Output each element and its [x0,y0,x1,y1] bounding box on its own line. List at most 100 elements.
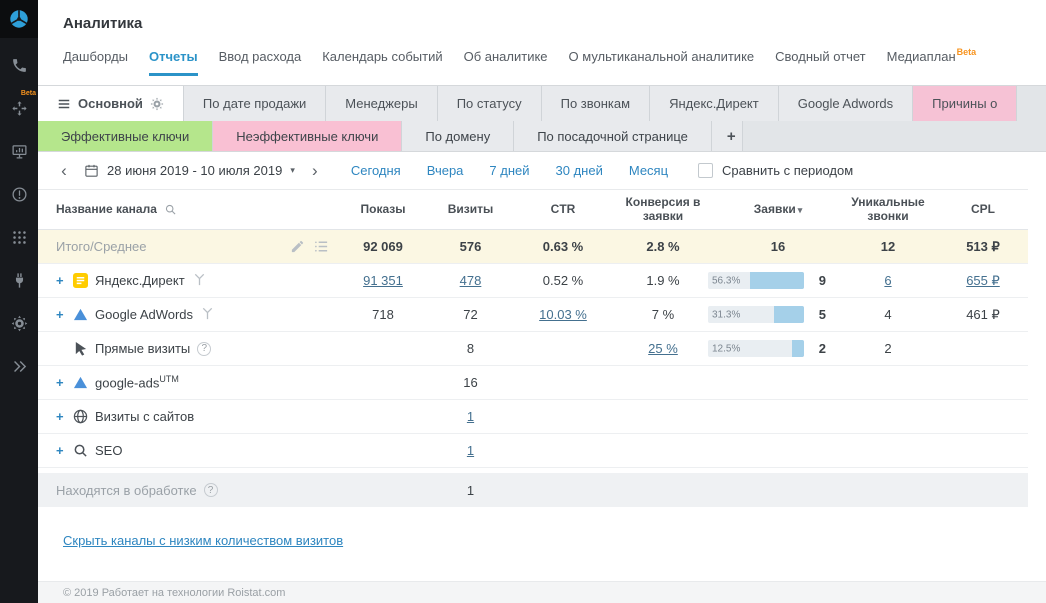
phone-icon[interactable] [0,44,38,87]
date-range-picker[interactable]: 28 июня 2019 - 10 июля 2019 ▾ [84,163,295,178]
channel-name[interactable]: google-adsUTM [95,374,179,390]
compare-checkbox[interactable] [698,163,714,178]
cpl-value[interactable]: 655 ₽ [938,273,1028,289]
expand-button[interactable]: + [56,443,64,458]
leads-value[interactable]: 9 [818,273,826,288]
shows-value[interactable]: 91 351 [343,273,423,288]
column-channel-name-label: Название канала [56,201,157,216]
column-visits[interactable]: Визиты [447,201,494,216]
tab-yandex-direct[interactable]: Яндекс.Директ [650,86,779,121]
column-cpl[interactable]: CPL [971,201,995,216]
preset-30-days[interactable]: 30 дней [555,163,603,178]
expand-sidebar-icon[interactable] [0,345,38,388]
conversion-value[interactable]: 25 % [608,341,718,356]
channel-name[interactable]: Яндекс.Директ [95,273,185,288]
column-shows[interactable]: Показы [360,201,406,216]
preset-yesterday[interactable]: Вчера [426,163,464,178]
channel-antenna-icon[interactable] [200,306,215,324]
table-row-processing: Находятся в обработке ? 1 [38,473,1028,507]
move-icon[interactable]: Beta [0,87,38,130]
add-tab-button[interactable]: + [711,121,743,151]
channel-name[interactable]: SEO [95,443,123,458]
visits-value[interactable]: 1 [423,409,518,424]
channel-name[interactable]: Прямые визиты [95,341,191,356]
column-channel-name[interactable]: Название канала [38,199,343,221]
edit-icon[interactable] [290,239,305,254]
visits-value: 8 [466,341,475,356]
tab-by-sale-date[interactable]: По дате продажи [183,86,327,121]
nav-summary-report[interactable]: Сводный отчет [775,49,866,64]
list-settings-icon[interactable] [314,239,329,254]
tab-google-adwords[interactable]: Google Adwords [778,86,914,121]
tab-main[interactable]: Основной [38,86,184,121]
channel-antenna-icon[interactable] [192,272,207,290]
preset-today[interactable]: Сегодня [350,163,401,178]
preset-month[interactable]: Месяц [628,163,669,178]
tab-by-domain[interactable]: По домену [402,121,515,151]
column-unique-calls[interactable]: Уникальные звонки [851,194,925,223]
tab-reasons[interactable]: Причины о [913,86,1018,121]
ctr-link[interactable]: 10.03 % [539,307,587,322]
leads-value[interactable]: 5 [818,307,826,322]
table-row-site-visits: + Визиты с сайтов 1 [38,400,1028,434]
column-ctr[interactable]: CTR [550,201,576,216]
leads-value[interactable]: 2 [818,341,826,356]
roistat-logo[interactable] [0,0,38,38]
help-icon[interactable]: ? [197,341,212,356]
alert-icon[interactable] [0,173,38,216]
visits-value[interactable]: 478 [423,273,518,288]
cpl-link[interactable]: 655 ₽ [966,272,1000,288]
apps-grid-icon[interactable] [0,216,38,259]
nav-multichannel-analytics[interactable]: О мультиканальной аналитике [568,49,755,64]
calls-link[interactable]: 6 [884,273,892,288]
beta-badge: Beta [956,47,977,57]
leads-share-fill [749,272,804,289]
visits-link[interactable]: 1 [466,443,475,458]
shows-link[interactable]: 91 351 [363,273,403,288]
calls-value[interactable]: 6 [838,273,938,288]
plug-icon[interactable] [0,259,38,302]
hide-low-visits-link[interactable]: Скрыть каналы с низким количеством визит… [63,533,344,548]
channel-name[interactable]: Google AdWords [95,307,194,322]
leads-cell: 31.3% 5 [708,306,838,323]
visits-value[interactable]: 1 [423,443,518,458]
preset-7-days[interactable]: 7 дней [489,163,530,178]
nav-reports[interactable]: Отчеты [149,49,198,76]
help-icon[interactable]: ? [203,483,218,497]
compare-period-control[interactable]: Сравнить с периодом [698,163,853,178]
ctr-value[interactable]: 10.03 % [518,307,608,322]
tab-managers[interactable]: Менеджеры [326,86,438,121]
tab-by-calls[interactable]: По звонкам [541,86,651,121]
expand-button[interactable]: + [56,374,64,390]
tab-by-landing-page[interactable]: По посадочной странице [514,121,712,151]
visits-value: 72 [463,307,478,322]
tab-ineffective-keys[interactable]: Неэффективные ключи [213,121,403,151]
nav-dashboards[interactable]: Дашборды [63,49,128,64]
tab-by-status[interactable]: По статусу [437,86,542,121]
column-conversion[interactable]: Конверсия в заявки [625,194,701,223]
presentation-icon[interactable] [0,130,38,173]
visits-value: 1 [466,482,475,498]
channel-name[interactable]: Визиты с сайтов [95,409,195,424]
visits-link[interactable]: 1 [466,409,475,424]
conversion-link[interactable]: 25 % [648,341,678,356]
table-row-google-adwords: + Google AdWords 718 72 10.03 % 7 % 31.3… [38,298,1028,332]
next-period-button[interactable]: › [312,160,318,180]
nav-events-calendar[interactable]: Календарь событий [322,49,443,64]
tab-effective-keys[interactable]: Эффективные ключи [38,121,214,151]
column-leads[interactable]: Заявки ▾ [718,199,838,221]
prev-period-button[interactable]: ‹ [61,160,67,180]
expand-button[interactable]: + [56,409,64,424]
total-label: Итого/Среднее [56,239,147,254]
nav-mediaplan[interactable]: МедиапланBeta [887,47,977,76]
expand-button[interactable]: + [56,273,64,288]
visits-link[interactable]: 478 [459,273,482,288]
total-ctr: 0.63 % [542,239,584,254]
nav-about-analytics[interactable]: Об аналитике [463,49,548,64]
tab-gear-icon[interactable] [150,97,164,111]
settings-gear-icon[interactable] [0,302,38,345]
nav-expense-input[interactable]: Ввод расхода [218,49,302,64]
expand-button[interactable]: + [56,307,64,322]
google-ads-icon [73,376,88,389]
search-icon[interactable] [164,203,177,216]
